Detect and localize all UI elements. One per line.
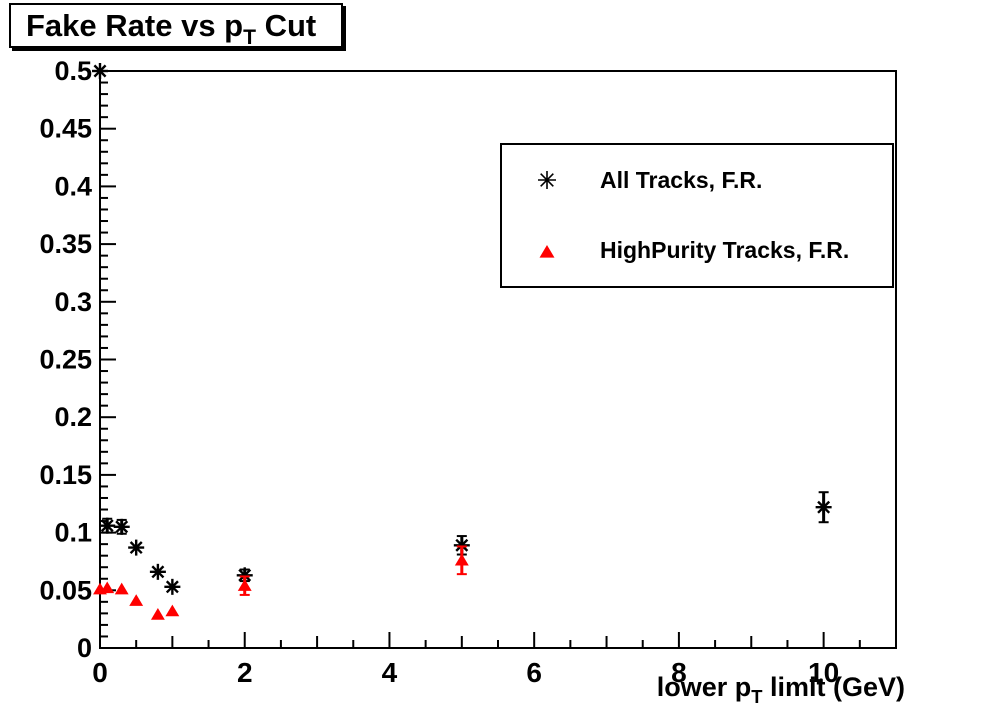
- data-point-all-tracks: [238, 568, 252, 582]
- y-axis-tick-label: 0.35: [39, 229, 92, 259]
- data-point-all-tracks: [129, 541, 143, 555]
- asterisk-glyph: [540, 173, 554, 188]
- x-axis-title-text-end: limit (GeV): [762, 672, 905, 702]
- x-axis-tick-label: 10: [808, 657, 839, 688]
- legend-label-all-tracks: All Tracks, F.R.: [600, 166, 763, 193]
- legend: All Tracks, F.R. HighPurity Tracks, F.R.: [500, 143, 894, 288]
- data-point-highpurity-tracks: [165, 604, 180, 617]
- legend-entry-highpurity-tracks: HighPurity Tracks, F.R.: [502, 223, 892, 279]
- data-point-all-tracks: [165, 580, 179, 594]
- y-axis-tick-label: 0.45: [39, 114, 92, 144]
- triangle-glyph: [539, 244, 555, 258]
- data-point-highpurity-tracks: [454, 553, 469, 566]
- x-axis-tick-label: 8: [671, 657, 687, 688]
- data-point-all-tracks: [817, 500, 831, 514]
- x-axis-tick-label: 6: [526, 657, 542, 688]
- y-axis-tick-label: 0.4: [54, 171, 92, 201]
- y-axis-tick-label: 0.3: [54, 287, 92, 317]
- asterisk-marker-icon: [538, 171, 556, 190]
- data-point-all-tracks: [151, 565, 165, 579]
- data-point-all-tracks: [115, 520, 129, 534]
- legend-entry-all-tracks: All Tracks, F.R.: [502, 152, 892, 208]
- x-axis-title-subscript: T: [751, 685, 763, 707]
- data-point-highpurity-tracks: [100, 581, 115, 594]
- y-axis-tick-label: 0: [77, 633, 92, 663]
- y-axis-tick-label: 0.15: [39, 460, 92, 490]
- y-axis-tick-label: 0.05: [39, 575, 92, 605]
- chart-title-box: Fake Rate vs pT Cut: [9, 3, 343, 49]
- data-point-highpurity-tracks: [114, 582, 129, 595]
- data-point-all-tracks: [455, 538, 469, 552]
- x-axis-title-text: lower p: [656, 672, 752, 702]
- chart-title-text-end: Cut: [256, 8, 317, 43]
- chart-title-subscript: T: [243, 26, 256, 49]
- data-point-highpurity-tracks: [129, 594, 144, 606]
- y-axis-tick-label: 0.1: [54, 518, 92, 548]
- x-axis-tick-label: 2: [237, 657, 253, 688]
- data-point-highpurity-tracks: [237, 579, 252, 591]
- x-axis-tick-label: 0: [92, 657, 108, 688]
- series-highpurity-tracks: [93, 545, 469, 620]
- y-axis-tick-label: 0.25: [39, 345, 92, 375]
- x-axis-tick-label: 4: [382, 657, 398, 688]
- y-axis-tick-label: 0.5: [54, 56, 92, 86]
- data-point-all-tracks: [100, 519, 114, 533]
- data-point-highpurity-tracks: [150, 608, 165, 620]
- legend-label-highpurity-tracks: HighPurity Tracks, F.R.: [600, 237, 850, 264]
- triangle-marker-icon: [539, 244, 555, 258]
- chart-title-text: Fake Rate vs p: [26, 8, 244, 43]
- data-point-all-tracks: [93, 64, 107, 78]
- x-axis-title: lower pT limit (GeV): [657, 672, 905, 708]
- y-axis-tick-label: 0.2: [54, 402, 92, 432]
